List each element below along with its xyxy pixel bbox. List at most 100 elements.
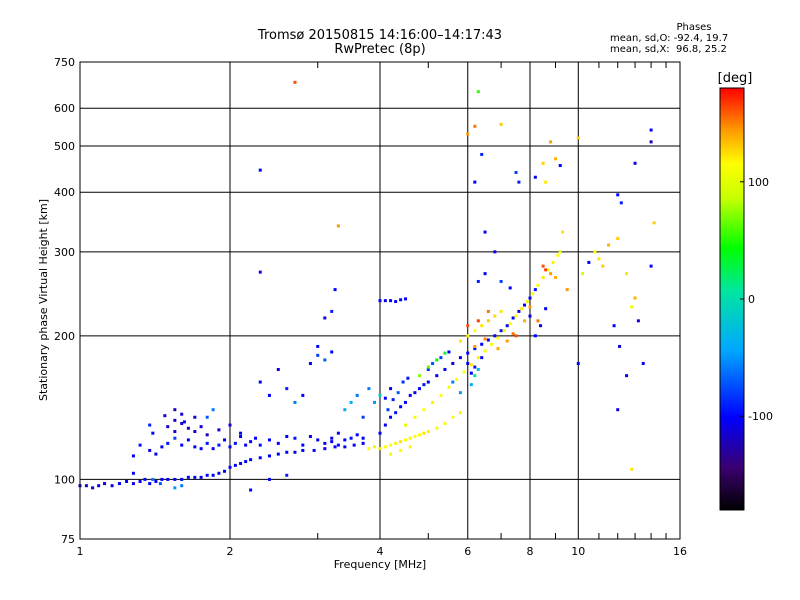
data-point — [301, 393, 305, 397]
phases-x-mode: mean, sd,X: 96.8, 25.2 — [610, 44, 727, 55]
data-point — [378, 447, 382, 451]
y-tick-label: 75 — [61, 533, 75, 546]
data-point — [458, 391, 462, 395]
data-point — [473, 180, 477, 184]
data-point — [458, 356, 462, 360]
y-tick-label: 200 — [54, 330, 75, 343]
data-point — [403, 297, 407, 301]
data-point — [576, 136, 580, 140]
data-point — [499, 122, 503, 126]
data-point — [343, 438, 347, 442]
data-point — [486, 309, 490, 313]
data-point — [652, 221, 656, 225]
data-point — [249, 488, 253, 492]
data-point — [151, 477, 155, 481]
data-point — [308, 435, 312, 439]
data-point — [417, 387, 421, 391]
data-point — [616, 193, 620, 197]
data-point — [389, 443, 393, 447]
data-point — [601, 264, 605, 268]
data-point — [511, 332, 515, 336]
y-tick-label: 600 — [54, 102, 75, 115]
data-point — [541, 161, 545, 165]
data-point — [148, 482, 152, 486]
data-point — [343, 445, 347, 449]
data-point — [258, 443, 262, 447]
data-point — [239, 431, 243, 435]
data-point — [533, 334, 537, 338]
y-tick-label: 750 — [54, 56, 75, 69]
data-point — [173, 418, 177, 422]
data-point — [417, 433, 421, 437]
x-tick-label: 8 — [527, 545, 534, 558]
data-point — [476, 367, 480, 371]
data-point — [323, 316, 327, 320]
x-tick-label: 16 — [673, 545, 687, 558]
x-tick-label: 6 — [464, 545, 471, 558]
data-point — [536, 283, 540, 287]
data-point — [182, 420, 186, 424]
data-point — [476, 90, 480, 94]
data-point — [476, 356, 480, 360]
data-point — [267, 454, 271, 458]
data-point — [110, 484, 114, 488]
data-point — [408, 436, 412, 440]
data-point — [84, 484, 88, 488]
data-point — [154, 479, 158, 483]
data-point — [502, 329, 506, 333]
data-point — [528, 296, 532, 300]
data-point — [228, 445, 232, 449]
data-point — [180, 477, 184, 481]
x-axis: 1 2 4 6 8 10 16 — [77, 62, 687, 558]
data-point — [193, 415, 197, 419]
data-point — [361, 415, 365, 419]
data-point — [490, 342, 494, 346]
data-point — [401, 380, 405, 384]
data-point — [228, 423, 232, 427]
data-point — [244, 460, 248, 464]
data-point — [408, 445, 412, 449]
data-point — [558, 164, 562, 168]
data-point — [443, 421, 447, 425]
data-point — [117, 482, 121, 486]
data-point — [239, 461, 243, 465]
data-point — [511, 316, 515, 320]
data-point — [514, 170, 518, 174]
data-point — [173, 477, 177, 481]
data-point — [383, 423, 387, 427]
data-point — [549, 140, 553, 144]
data-point — [649, 128, 653, 132]
data-point — [267, 438, 271, 442]
data-point — [361, 441, 365, 445]
data-point — [186, 438, 190, 442]
data-point — [394, 300, 398, 304]
phases-o-mode: mean, sd,O: -92.4, 19.7 — [610, 33, 729, 44]
data-point — [378, 393, 382, 397]
data-point — [285, 387, 289, 391]
data-point — [267, 477, 271, 481]
data-point — [533, 175, 537, 179]
data-point — [131, 482, 135, 486]
data-point — [533, 288, 537, 292]
data-point — [493, 250, 497, 254]
data-point — [223, 469, 227, 473]
data-point — [612, 324, 616, 328]
data-point — [451, 415, 455, 419]
data-point — [211, 473, 215, 477]
data-point — [389, 452, 393, 456]
data-point — [528, 305, 532, 309]
chart-subtitle: RwPretec (8p) — [334, 42, 426, 57]
data-point — [399, 440, 403, 444]
data-point — [193, 430, 197, 434]
data-point — [323, 441, 327, 445]
data-point — [587, 260, 591, 264]
data-point — [466, 334, 470, 338]
data-point — [293, 436, 297, 440]
data-point — [633, 161, 637, 165]
data-point — [480, 324, 484, 328]
data-point — [244, 443, 248, 447]
data-point — [541, 264, 545, 268]
data-point — [426, 367, 430, 371]
data-point — [143, 477, 147, 481]
data-point — [336, 224, 340, 228]
